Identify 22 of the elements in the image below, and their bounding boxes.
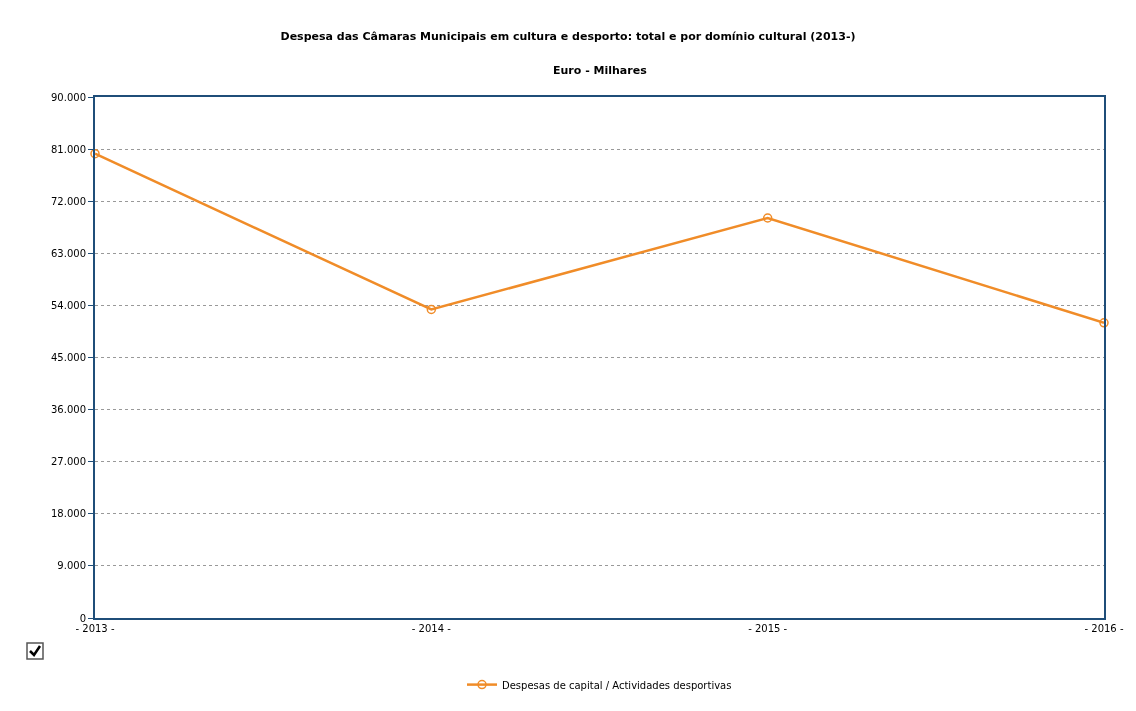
y-tick-label: 90.000 (51, 91, 86, 103)
y-tick-label: 63.000 (51, 247, 86, 259)
y-tick-label: 27.000 (51, 456, 86, 468)
y-tick-label: 36.000 (51, 404, 86, 416)
chart-subtitle: Euro - Milhares (553, 64, 648, 77)
point (1099, 318, 1109, 328)
x-tick-label: - 2016 - (1084, 623, 1124, 634)
legend-label: Despesas de capital / Actividades desportivas (502, 679, 732, 691)
y-tick-label: 9.000 (57, 560, 86, 572)
y-tick-label: 45.000 (51, 352, 86, 363)
y-tick-label: 72.000 (51, 195, 86, 207)
point (426, 304, 437, 315)
y-tick-label: 81.000 (51, 143, 86, 155)
y-tick-label: 0 (79, 612, 86, 624)
x-tick-label: - 2013 - (75, 623, 115, 634)
chart-title: Despesa das Câmaras Municipais em cultura e desporto: total e por domínio cultural (2013-) (280, 29, 856, 43)
y-tick-label: 18.000 (51, 508, 86, 520)
point (762, 213, 773, 223)
point (90, 148, 100, 159)
x-tick-label: - 2015 - (748, 623, 788, 634)
y-tick-label: 54.000 (51, 299, 86, 311)
x-tick-label: - 2014 - (411, 623, 452, 634)
